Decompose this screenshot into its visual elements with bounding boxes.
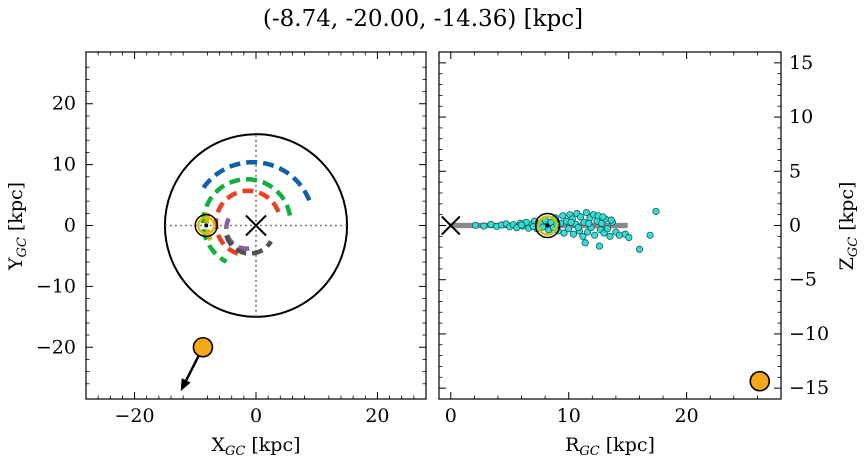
- right-y-tick-label: −15: [789, 377, 829, 399]
- star-point: [604, 225, 612, 233]
- sun-dot: [545, 223, 550, 228]
- star-point: [487, 220, 495, 228]
- left-ticks: −20 0 20 −20 −10 0 10 20: [36, 52, 426, 427]
- arm-red: [213, 188, 281, 258]
- star-point: [606, 232, 614, 240]
- star-point: [567, 218, 575, 226]
- figure-title: (-8.74, -20.00, -14.36) [kpc]: [263, 6, 583, 32]
- right-data-layer: [441, 207, 771, 392]
- galactic-center-cross-b: [245, 214, 267, 237]
- right-y-tick-label: −10: [789, 323, 829, 345]
- right-y-tick-label: −5: [789, 269, 817, 291]
- right-y-tick-label: 10: [789, 106, 813, 128]
- right-x-tick-label: 10: [557, 405, 581, 427]
- star-point: [574, 224, 582, 232]
- left-x-axis-label: XGC [kpc]: [211, 434, 300, 459]
- right-x-axis-label: RGC [kpc]: [565, 434, 655, 459]
- right-x-tick-label: 0: [445, 405, 457, 427]
- star-point: [480, 222, 488, 230]
- right-x-tick-label: 20: [675, 405, 699, 427]
- object-marker: [749, 370, 771, 392]
- right-y-tick-label: 5: [789, 160, 801, 182]
- right-ticks: 0 10 20 −15 −10 −5 0 5 10 15: [439, 52, 829, 427]
- arm-green: [200, 176, 293, 264]
- right-panel-rz: 0 10 20 −15 −10 −5 0 5 10 15 RGC [kpc] ZGC [kpc]: [438, 51, 861, 459]
- left-y-tick-label: −20: [36, 336, 76, 358]
- star-point: [635, 245, 644, 253]
- star-point: [625, 233, 633, 241]
- right-y-tick-label: 0: [789, 215, 801, 237]
- star-point: [579, 232, 587, 240]
- sun-ring: [196, 216, 216, 235]
- object-marker: [192, 336, 214, 358]
- star-point: [599, 213, 607, 221]
- left-y-tick-label: −10: [36, 275, 76, 297]
- star-point: [595, 242, 603, 250]
- arm-gray: [224, 235, 273, 256]
- star-point: [559, 212, 567, 220]
- star-point: [607, 216, 615, 224]
- left-x-tick-label: 0: [250, 405, 262, 427]
- sun-outer-ring: [534, 212, 561, 239]
- star-point: [565, 225, 573, 233]
- star-point: [518, 221, 526, 229]
- star-point: [646, 231, 654, 239]
- star-point: [652, 207, 660, 215]
- arm-blue: [199, 159, 312, 202]
- left-y-tick-label: 20: [52, 93, 76, 115]
- star-point: [560, 229, 568, 237]
- star-point: [591, 231, 599, 239]
- star-point: [615, 231, 623, 239]
- sun-ring: [537, 215, 558, 236]
- left-y-tick-label: 10: [52, 154, 76, 176]
- velocity-arrow-head: [180, 378, 191, 392]
- star-point: [582, 208, 590, 217]
- star-point: [576, 213, 585, 221]
- star-point: [581, 239, 589, 247]
- star-point: [569, 230, 577, 238]
- left-data-layer: [163, 133, 349, 392]
- right-y-axis-label: ZGC [kpc]: [836, 182, 861, 271]
- left-x-tick-label: 20: [365, 405, 389, 427]
- right-y-tick-label: 15: [789, 52, 813, 74]
- left-y-tick-label: 0: [64, 215, 76, 237]
- sun-outer-ring: [194, 213, 218, 238]
- sun-dot: [204, 223, 209, 228]
- left-y-axis-label: YGC [kpc]: [5, 182, 30, 271]
- star-point: [472, 221, 480, 229]
- left-panel-xy: −20 0 20 −20 −10 0 10 20 XGC [kpc] YGC [kpc]: [5, 51, 427, 459]
- star-point: [585, 219, 593, 227]
- left-x-tick-label: −20: [115, 405, 155, 427]
- galactic-center-cross-b: [441, 215, 461, 236]
